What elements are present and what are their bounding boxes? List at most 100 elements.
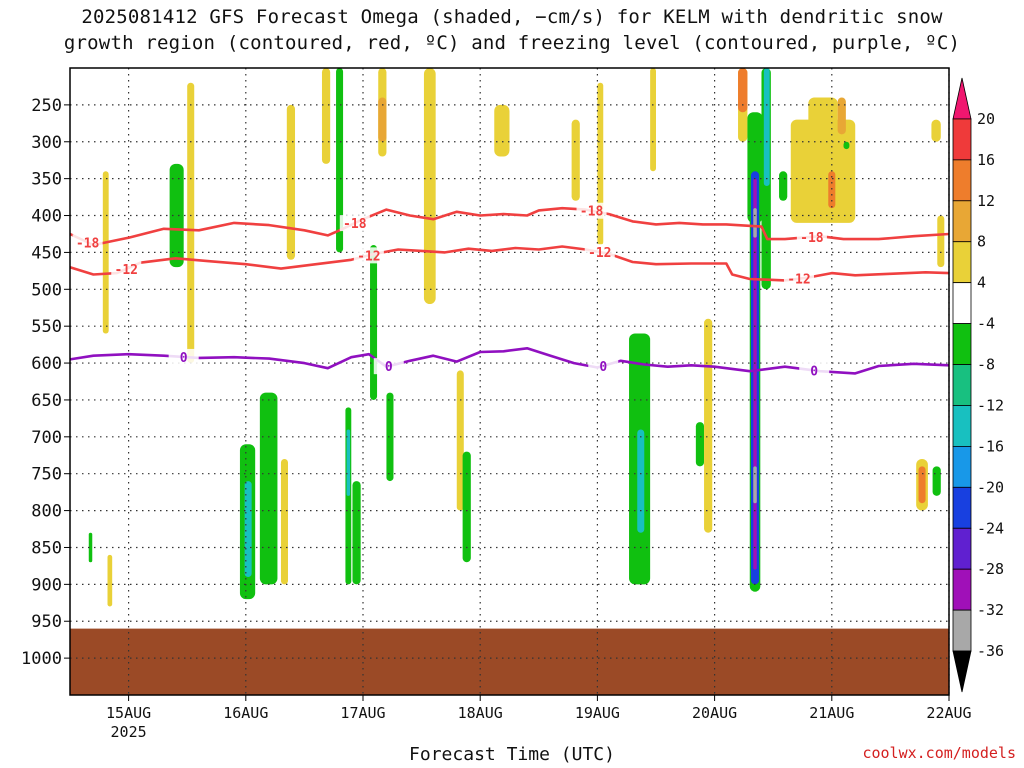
y-tick-label-450: 450 bbox=[31, 243, 62, 263]
colorbar-segment-6 bbox=[952, 323, 972, 365]
y-tick-label-400: 400 bbox=[31, 207, 62, 227]
omega-cell-31 bbox=[738, 68, 748, 113]
omega-cell-50 bbox=[937, 215, 945, 268]
isotherm-line--18 bbox=[69, 206, 950, 247]
y-tick-label-950: 950 bbox=[31, 612, 62, 632]
x-tick-label-19AUG: 19AUG bbox=[575, 704, 620, 722]
x-tick-label-17AUG: 17AUG bbox=[340, 704, 385, 722]
omega-cell-49 bbox=[931, 119, 941, 142]
omega-cell-29 bbox=[704, 318, 713, 533]
omega-cell-39 bbox=[753, 466, 757, 504]
colorbar-segment-3 bbox=[952, 200, 972, 243]
omega-cell-3 bbox=[169, 163, 184, 268]
y-tick-label-250: 250 bbox=[31, 96, 62, 116]
x-tick-label-21AUG: 21AUG bbox=[809, 704, 854, 722]
y-tick-label-350: 350 bbox=[31, 170, 62, 190]
isotherm-label--12-0: -12 bbox=[115, 263, 138, 278]
omega-cell-33 bbox=[763, 68, 770, 187]
y-tick-label-800: 800 bbox=[31, 502, 62, 522]
colorbar-segment-11 bbox=[952, 527, 972, 570]
colorbar-label-12: -32 bbox=[977, 601, 1004, 619]
y-tick-label-500: 500 bbox=[31, 280, 62, 300]
isotherm-label-bg--12-1 bbox=[353, 247, 384, 264]
isotherm-label-bg--12-0 bbox=[111, 260, 142, 277]
isotherm-label-bg--18-2 bbox=[576, 202, 607, 219]
colorbar-label-7: -12 bbox=[977, 396, 1004, 414]
omega-cell-43 bbox=[828, 171, 836, 209]
colorbar-label-1: 16 bbox=[977, 151, 995, 169]
omega-cell-2 bbox=[88, 532, 93, 563]
site-credit: coolwx.com/models bbox=[862, 744, 1016, 762]
colorbar-segment-4 bbox=[952, 241, 972, 284]
colorbar-segment-0 bbox=[952, 77, 972, 120]
y-tick-label-850: 850 bbox=[31, 538, 62, 558]
omega-cell-0 bbox=[102, 171, 109, 334]
x-tick-sublabel-15AUG: 2025 bbox=[111, 723, 147, 741]
isotherm-label--12-2: -12 bbox=[588, 246, 611, 261]
isotherm-label-bg--18-0 bbox=[72, 234, 103, 251]
omega-cell-8 bbox=[280, 458, 288, 585]
omega-cell-1 bbox=[107, 554, 113, 607]
omega-cell-22 bbox=[494, 104, 510, 157]
colorbar-label-8: -16 bbox=[977, 437, 1004, 455]
colorbar-label-13: -36 bbox=[977, 642, 1004, 660]
omega-cell-9 bbox=[286, 104, 296, 260]
isotherm-label-bg--18-3 bbox=[796, 228, 827, 245]
isotherm-label-bg--12-2 bbox=[584, 244, 615, 261]
omega-cell-18 bbox=[386, 392, 394, 482]
x-tick-label-18AUG: 18AUG bbox=[458, 704, 503, 722]
chart-title-line-1: 2025081412 GFS Forecast Omega (shaded, −… bbox=[81, 6, 943, 28]
isotherm-label-bg-0-0 bbox=[168, 348, 199, 365]
omega-cell-4 bbox=[187, 82, 195, 364]
omega-cell-24 bbox=[597, 82, 604, 246]
omega-cell-38 bbox=[753, 208, 757, 238]
omega-cell-28 bbox=[695, 422, 705, 467]
y-tick-label-900: 900 bbox=[31, 575, 62, 595]
omega-cell-41 bbox=[790, 119, 856, 223]
colorbar-segment-8 bbox=[952, 405, 972, 447]
colorbar-segment-7 bbox=[952, 364, 972, 406]
chart-title-line-2: growth region (contoured, red, ºC) and f… bbox=[63, 32, 961, 54]
x-tick-label-20AUG: 20AUG bbox=[692, 704, 737, 722]
omega-cell-15 bbox=[370, 245, 378, 400]
isotherm-label-0-1: 0 bbox=[385, 360, 393, 375]
omega-cell-20 bbox=[456, 370, 464, 511]
omega-cell-21 bbox=[462, 451, 471, 563]
omega-cell-19 bbox=[423, 68, 436, 305]
isotherm-label-bg-0-2 bbox=[588, 357, 619, 374]
omega-cell-40 bbox=[779, 171, 788, 201]
colorbar-label-3: 8 bbox=[977, 233, 986, 251]
isotherm-label--12-3: -12 bbox=[787, 273, 810, 288]
colorbar-segment-12 bbox=[952, 568, 972, 611]
omega-cell-13 bbox=[346, 429, 351, 496]
colorbar-label-2: 12 bbox=[977, 192, 995, 210]
omega-cell-27 bbox=[650, 68, 656, 172]
colorbar-segment-2 bbox=[952, 159, 972, 202]
colorbar-segment-1 bbox=[952, 118, 972, 161]
colorbar-segment-13 bbox=[952, 609, 972, 652]
omega-cell-47 bbox=[918, 466, 926, 504]
ground-surface bbox=[70, 628, 949, 695]
isotherm-label-0-3: 0 bbox=[810, 364, 818, 379]
y-tick-label-300: 300 bbox=[31, 133, 62, 153]
colorbar-label-0: 20 bbox=[977, 110, 995, 128]
isotherm-label--12-1: -12 bbox=[357, 249, 380, 264]
omega-cell-7 bbox=[259, 392, 278, 585]
colorbar-label-6: -8 bbox=[977, 356, 995, 374]
colorbar-segment-10 bbox=[952, 486, 972, 529]
isotherm-label-0-2: 0 bbox=[599, 360, 607, 375]
y-tick-label-700: 700 bbox=[31, 428, 62, 448]
colorbar-label-5: -4 bbox=[977, 315, 995, 333]
isotherm-label-bg-0-3 bbox=[799, 362, 830, 379]
colorbar-label-9: -20 bbox=[977, 478, 1004, 496]
x-tick-label-22AUG: 22AUG bbox=[926, 704, 971, 722]
omega-cell-26 bbox=[637, 429, 645, 533]
plot-frame bbox=[69, 67, 950, 696]
isotherm-label--18-3: -18 bbox=[800, 231, 824, 246]
omega-cell-6 bbox=[244, 481, 252, 577]
y-tick-label-600: 600 bbox=[31, 354, 62, 374]
colorbar-segment-14 bbox=[952, 650, 972, 693]
omega-cell-42 bbox=[808, 97, 838, 142]
colorbar-label-4: 4 bbox=[977, 274, 986, 292]
